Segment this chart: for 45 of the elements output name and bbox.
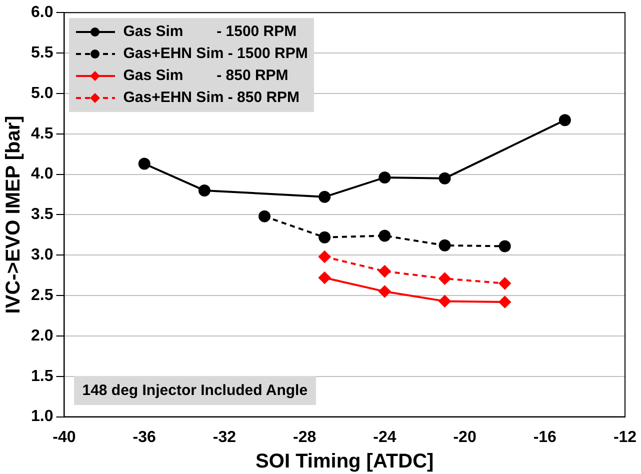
- y-tick-label: 4.0: [30, 166, 54, 183]
- legend-label: Gas Sim - 1500 RPM: [123, 23, 297, 40]
- y-axis-title: IVC->EVO IMEP [bar]: [2, 116, 25, 314]
- point: [318, 231, 331, 244]
- point: [138, 158, 150, 170]
- y-tick-label: 3.0: [30, 246, 54, 264]
- point: [498, 240, 511, 252]
- point: [378, 286, 391, 298]
- x-tick-label: -28: [293, 428, 316, 446]
- y-tick-label: 3.5: [30, 206, 54, 224]
- x-tick-label: -32: [212, 428, 236, 446]
- y-tick-label: 1.5: [30, 368, 54, 385]
- point: [378, 265, 391, 278]
- point: [498, 296, 511, 308]
- y-tick-label: 6.0: [30, 4, 54, 22]
- legend-label: Gas+EHN Sim - 1500 RPM: [123, 45, 308, 62]
- point: [318, 272, 331, 284]
- point: [378, 172, 391, 184]
- y-tick-label: 2.0: [30, 327, 54, 344]
- point: [438, 172, 451, 184]
- y-tick-label: 4.5: [30, 125, 54, 142]
- point: [198, 184, 210, 196]
- point: [258, 210, 271, 222]
- x-tick-label: -36: [132, 428, 156, 446]
- y-tick-label: 1.0: [30, 408, 54, 426]
- y-tick-label: 5.0: [30, 84, 54, 102]
- y-tick-label: 2.5: [30, 286, 54, 304]
- point: [318, 190, 331, 203]
- x-tick-label: -12: [613, 428, 637, 446]
- x-tick-label: -40: [52, 428, 76, 446]
- point: [558, 114, 571, 126]
- x-axis-title: SOI Timing [ATDC]: [256, 450, 434, 473]
- point: [438, 239, 451, 252]
- legend-label: Gas+EHN Sim - 850 RPM: [123, 89, 300, 106]
- x-tick-label: -20: [453, 428, 476, 446]
- y-tick-label: 5.5: [30, 44, 54, 62]
- annotation: 148 deg Injector Included Angle: [74, 376, 316, 405]
- legend-label: Gas Sim - 850 RPM: [123, 67, 288, 84]
- point: [438, 272, 451, 285]
- point: [438, 295, 451, 308]
- point: [318, 250, 331, 263]
- point: [498, 277, 511, 290]
- point: [378, 230, 391, 242]
- x-tick-label: -16: [533, 428, 557, 446]
- x-tick-label: -24: [373, 428, 396, 446]
